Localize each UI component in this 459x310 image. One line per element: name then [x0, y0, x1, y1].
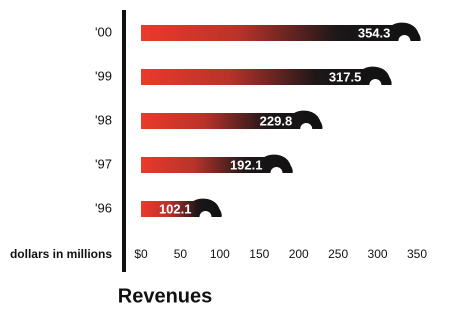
y-tick-label: '97: [95, 156, 112, 171]
bar: [141, 111, 322, 129]
bar: [141, 155, 293, 173]
y-tick-label: '00: [95, 24, 112, 39]
x-tick-label: $0: [134, 247, 148, 261]
value-label: 354.3: [358, 25, 391, 40]
x-tick-label: 250: [328, 247, 348, 261]
y-tick-label: '96: [95, 200, 112, 215]
x-axis-label: dollars in millions: [10, 247, 112, 261]
chart-title: Revenues: [118, 285, 213, 307]
x-tick-label: 350: [407, 247, 427, 261]
value-label: 192.1: [230, 157, 263, 172]
y-tick-label: '98: [95, 112, 112, 127]
y-tick-label: '99: [95, 68, 112, 83]
x-tick-label: 200: [289, 247, 309, 261]
value-label: 102.1: [159, 201, 192, 216]
x-tick-label: 100: [210, 247, 230, 261]
x-tick-label: 50: [174, 247, 188, 261]
x-tick-label: 300: [368, 247, 388, 261]
chart: dollars in millions Revenues $0 50 100 150 2…: [0, 0, 459, 310]
value-label: 229.8: [260, 113, 293, 128]
value-label: 317.5: [329, 69, 362, 84]
x-tick-label: 150: [249, 247, 269, 261]
